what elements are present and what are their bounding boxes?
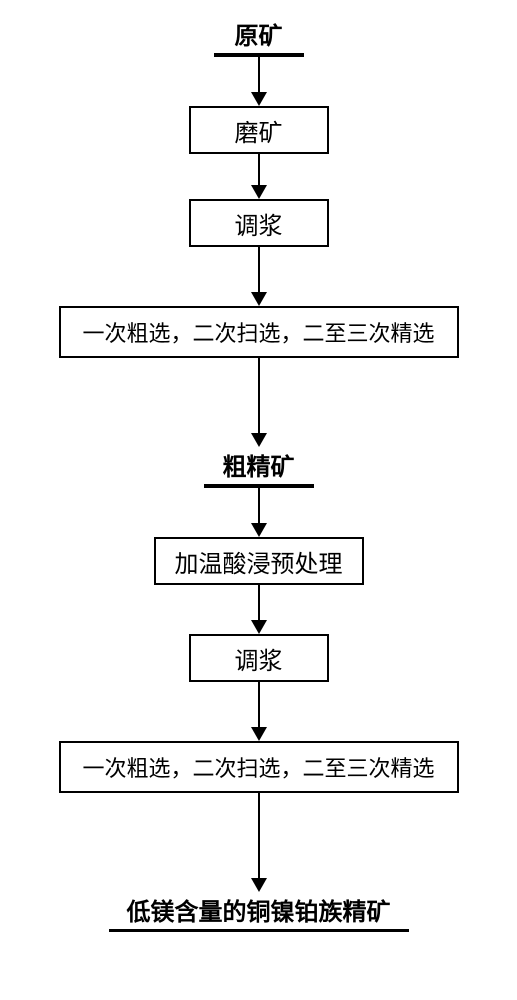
arrow-4 [251, 358, 267, 447]
terminal-rough-concentrate: 粗精矿 [204, 447, 314, 488]
process-slurry-1: 调浆 [189, 199, 329, 247]
arrow-shaft [258, 57, 260, 93]
arrow-8 [251, 793, 267, 892]
arrow-shaft [258, 154, 260, 186]
arrow-shaft [258, 793, 260, 879]
arrow-head-icon [251, 523, 267, 537]
process-acid-leach: 加温酸浸预处理 [154, 537, 364, 585]
terminal-raw-ore: 原矿 [214, 16, 304, 57]
process-grinding: 磨矿 [189, 106, 329, 154]
process-label: 调浆 [235, 206, 283, 241]
arrow-head-icon [251, 92, 267, 106]
flowchart-container: 原矿 磨矿 调浆 一次粗选，二次扫选，二至三次精选 粗精矿 加温酸浸预处理 调浆 [0, 0, 517, 1000]
arrow-shaft [258, 358, 260, 434]
arrow-1 [251, 57, 267, 106]
arrow-head-icon [251, 620, 267, 634]
arrow-shaft [258, 247, 260, 293]
arrow-5 [251, 488, 267, 537]
arrow-shaft [258, 682, 260, 728]
process-label: 一次粗选，二次扫选，二至三次精选 [82, 316, 434, 348]
process-label: 磨矿 [235, 113, 283, 148]
process-slurry-2: 调浆 [189, 634, 329, 682]
arrow-7 [251, 682, 267, 741]
arrow-head-icon [251, 292, 267, 306]
terminal-final-concentrate: 低镁含量的铜镍铂族精矿 [109, 892, 409, 932]
arrow-shaft [258, 488, 260, 524]
process-label: 调浆 [235, 641, 283, 676]
arrow-6 [251, 585, 267, 634]
arrow-2 [251, 154, 267, 199]
process-label: 加温酸浸预处理 [175, 544, 343, 579]
arrow-head-icon [251, 727, 267, 741]
arrow-head-icon [251, 185, 267, 199]
process-flotation-1: 一次粗选，二次扫选，二至三次精选 [59, 306, 459, 358]
arrow-head-icon [251, 433, 267, 447]
arrow-shaft [258, 585, 260, 621]
arrow-3 [251, 247, 267, 306]
process-label: 一次粗选，二次扫选，二至三次精选 [82, 751, 434, 783]
arrow-head-icon [251, 878, 267, 892]
process-flotation-2: 一次粗选，二次扫选，二至三次精选 [59, 741, 459, 793]
